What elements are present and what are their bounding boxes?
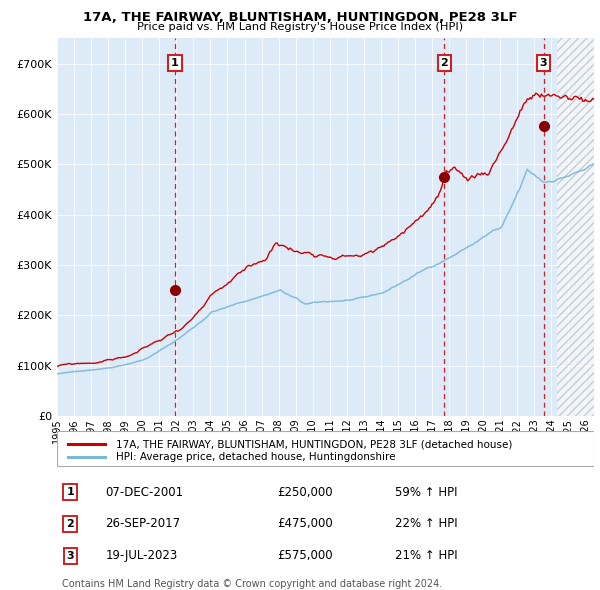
Text: Price paid vs. HM Land Registry's House Price Index (HPI): Price paid vs. HM Land Registry's House … xyxy=(137,22,463,32)
Text: 22% ↑ HPI: 22% ↑ HPI xyxy=(395,517,458,530)
Text: 21% ↑ HPI: 21% ↑ HPI xyxy=(395,549,458,562)
Text: 2: 2 xyxy=(440,58,448,68)
Text: 3: 3 xyxy=(540,58,547,68)
FancyBboxPatch shape xyxy=(57,431,594,466)
Text: 1: 1 xyxy=(171,58,179,68)
Text: 3: 3 xyxy=(67,550,74,560)
Bar xyxy=(557,38,594,416)
Text: 19-JUL-2023: 19-JUL-2023 xyxy=(106,549,178,562)
Text: HPI: Average price, detached house, Huntingdonshire: HPI: Average price, detached house, Hunt… xyxy=(116,452,395,462)
Text: 1: 1 xyxy=(67,487,74,497)
Text: 26-SEP-2017: 26-SEP-2017 xyxy=(106,517,181,530)
Text: 17A, THE FAIRWAY, BLUNTISHAM, HUNTINGDON, PE28 3LF (detached house): 17A, THE FAIRWAY, BLUNTISHAM, HUNTINGDON… xyxy=(116,439,512,449)
Text: 17A, THE FAIRWAY, BLUNTISHAM, HUNTINGDON, PE28 3LF: 17A, THE FAIRWAY, BLUNTISHAM, HUNTINGDON… xyxy=(83,11,517,24)
Text: Contains HM Land Registry data © Crown copyright and database right 2024.: Contains HM Land Registry data © Crown c… xyxy=(62,579,443,589)
Text: £250,000: £250,000 xyxy=(277,486,333,499)
Text: 2: 2 xyxy=(67,519,74,529)
Text: 07-DEC-2001: 07-DEC-2001 xyxy=(106,486,184,499)
Text: 59% ↑ HPI: 59% ↑ HPI xyxy=(395,486,458,499)
Text: £475,000: £475,000 xyxy=(277,517,333,530)
Text: £575,000: £575,000 xyxy=(277,549,333,562)
